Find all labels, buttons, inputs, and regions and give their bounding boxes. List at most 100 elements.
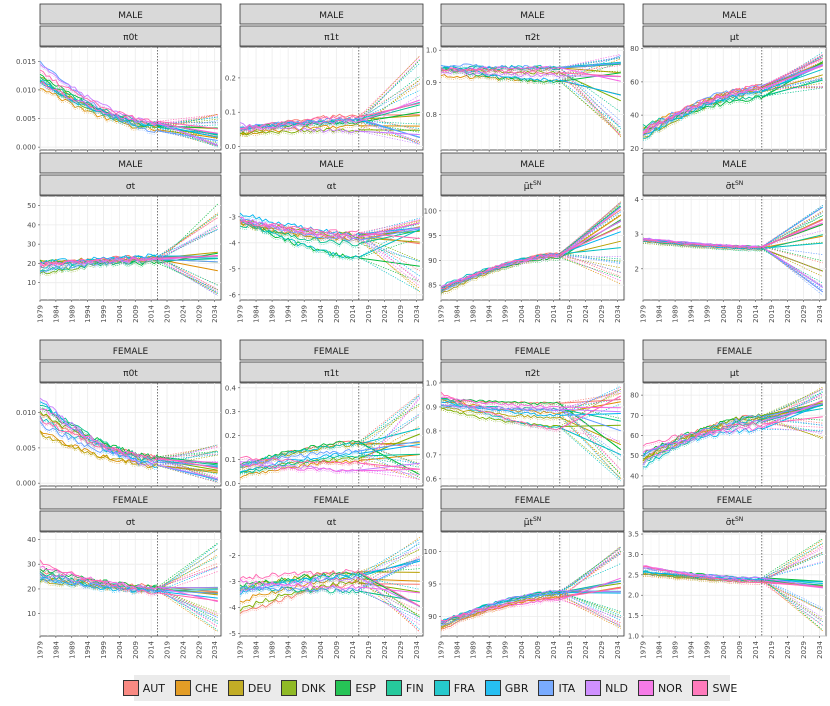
x-tick-label: 2019 bbox=[365, 305, 373, 323]
series-che-lower bbox=[761, 417, 823, 439]
series-esp-lower bbox=[559, 403, 622, 476]
x-tick-label: 1979 bbox=[37, 641, 45, 659]
series-swe-band bbox=[440, 255, 560, 292]
series-nor-forecast bbox=[157, 123, 218, 134]
x-tick-label: 1994 bbox=[688, 304, 696, 322]
series-deu-upper bbox=[358, 404, 420, 445]
series-swe-band bbox=[440, 599, 560, 624]
y-tick-label: 95 bbox=[428, 581, 437, 589]
strip-param bbox=[239, 361, 424, 383]
series-fra-forecast bbox=[157, 589, 218, 591]
strip-param-label: αt bbox=[327, 182, 337, 192]
y-tick-label: -2 bbox=[229, 552, 236, 560]
series-che-upper bbox=[358, 425, 420, 461]
y-tick-label: 40 bbox=[27, 221, 36, 229]
series-nor-band bbox=[239, 580, 359, 592]
series-gbr-upper bbox=[761, 562, 823, 580]
y-tick-label: 0.0 bbox=[225, 480, 236, 488]
strip-param-label: αt bbox=[327, 518, 337, 528]
series-nld-upper bbox=[559, 55, 621, 77]
y-tick-label: 90 bbox=[428, 613, 437, 621]
series-gbr-band bbox=[440, 255, 560, 293]
series-esp-band bbox=[39, 410, 158, 462]
strip-sex bbox=[39, 152, 222, 174]
y-tick-label: 0.2 bbox=[225, 74, 236, 82]
x-tick-label: 1989 bbox=[672, 305, 680, 323]
series-dnk-lower bbox=[559, 72, 622, 133]
series-nld-lower bbox=[559, 408, 621, 444]
strip-sex bbox=[642, 488, 827, 510]
series-swe-lower bbox=[157, 257, 218, 290]
series-gbr-band bbox=[39, 255, 158, 266]
strip-sex-label: FEMALE bbox=[515, 496, 551, 506]
series-dnk-band bbox=[239, 130, 359, 138]
series-swe-history bbox=[643, 239, 762, 249]
legend-label: DEU bbox=[247, 681, 272, 695]
series-ita-history bbox=[239, 585, 359, 592]
series-deu-forecast bbox=[761, 74, 823, 93]
series-fin-history bbox=[39, 571, 158, 590]
y-tick-label: 40 bbox=[630, 112, 639, 120]
series-gbr-lower bbox=[761, 246, 823, 291]
strip-sex-label: MALE bbox=[520, 11, 545, 21]
series-fra-forecast bbox=[559, 61, 621, 68]
x-tick-label: 2029 bbox=[598, 641, 606, 659]
x-tick-label: 1989 bbox=[269, 305, 277, 323]
x-tick-label: 1984 bbox=[454, 304, 462, 322]
series-nld-band bbox=[39, 65, 158, 127]
series-fra-upper bbox=[761, 396, 823, 420]
panel-female-13: FEMALE αt -5 -4 -3 -2 1979 1984 1989 1994 1999 2004… bbox=[229, 488, 425, 659]
x-tick-label: 2014 bbox=[550, 304, 558, 322]
series-nld-history bbox=[440, 404, 560, 411]
series-gbr-forecast bbox=[559, 79, 621, 96]
series-dnk-band bbox=[239, 458, 359, 475]
series-ita-history bbox=[239, 448, 359, 467]
panel-male-6: MALE μ̃tSN 85 90 95 100 1979 1984 1989 1994 1999 20… bbox=[424, 152, 626, 323]
series-nld-lower bbox=[358, 577, 420, 620]
x-tick-label: 1994 bbox=[486, 304, 494, 322]
strip-param-label: μt bbox=[730, 33, 740, 43]
strip-sex-label: MALE bbox=[118, 160, 143, 170]
x-tick-label: 1989 bbox=[68, 641, 76, 659]
x-tick-label: 1984 bbox=[52, 304, 60, 322]
series-fin-forecast bbox=[157, 258, 218, 262]
strip-sex bbox=[440, 152, 625, 174]
strip-param bbox=[239, 25, 424, 47]
series-nld-history bbox=[239, 122, 359, 134]
series-che-upper bbox=[559, 389, 621, 414]
y-tick-label: 2 bbox=[635, 265, 639, 273]
y-tick-label: 2.0 bbox=[628, 592, 639, 600]
x-tick-label: 1989 bbox=[68, 305, 76, 323]
series-nld-forecast bbox=[358, 130, 420, 136]
series-ita-history bbox=[39, 421, 158, 465]
series-ita-history bbox=[440, 592, 560, 626]
series-swe-forecast bbox=[761, 219, 824, 249]
y-tick-label: 95 bbox=[428, 232, 437, 240]
y-tick-label: -4 bbox=[229, 604, 237, 612]
series-swe-history bbox=[239, 220, 359, 236]
series-nor-history bbox=[642, 565, 762, 582]
series-nld-band bbox=[642, 421, 762, 468]
series-fin-lower bbox=[358, 243, 420, 262]
series-nor-lower bbox=[761, 580, 823, 622]
series-dnk-upper bbox=[761, 388, 823, 416]
series-swe-history bbox=[39, 69, 158, 124]
x-tick-label: 2009 bbox=[534, 641, 542, 659]
series-swe-forecast bbox=[358, 102, 420, 118]
series-swe-history bbox=[642, 84, 762, 133]
series-che-upper bbox=[761, 539, 823, 581]
series-aut-band bbox=[440, 597, 560, 632]
series-gbr-history bbox=[39, 577, 158, 593]
panel-female-9: FEMALE π1t 0.0 0.1 0.2 0.3 0.4 bbox=[225, 339, 425, 488]
series-dnk-forecast bbox=[559, 72, 622, 102]
series-nor-upper bbox=[157, 566, 218, 588]
x-tick-label: 2019 bbox=[768, 305, 776, 323]
x-tick-label: 2014 bbox=[349, 304, 357, 322]
series-gbr-upper bbox=[559, 553, 621, 593]
series-che-lower bbox=[559, 412, 622, 480]
series-swe-forecast bbox=[358, 571, 421, 607]
series-nld-history bbox=[642, 419, 762, 466]
series-nld-lower bbox=[761, 246, 823, 292]
series-fra-band bbox=[239, 223, 359, 261]
x-tick-label: 1979 bbox=[237, 641, 245, 659]
